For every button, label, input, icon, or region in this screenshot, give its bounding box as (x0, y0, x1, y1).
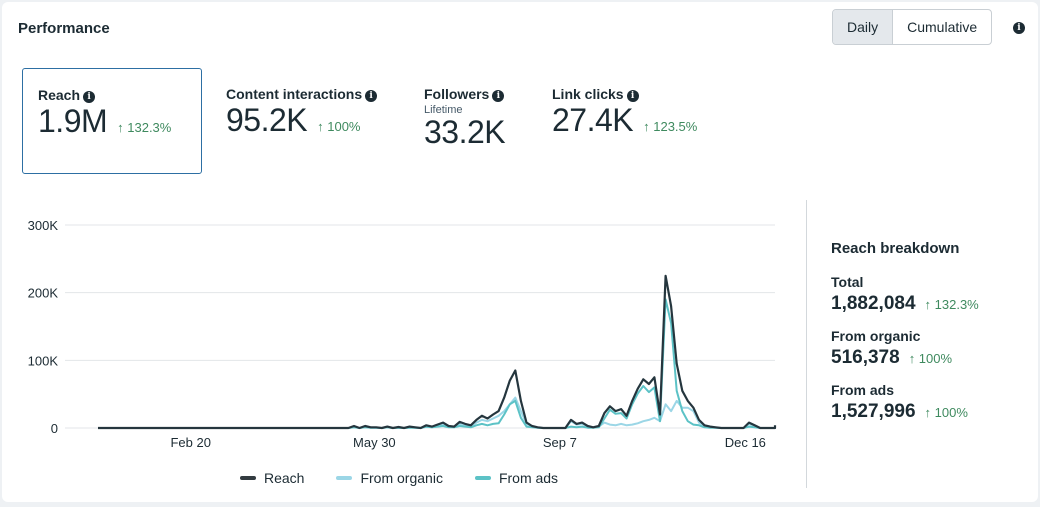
metric-label: Link clicks (552, 86, 624, 102)
metric-label: Followers (424, 86, 490, 102)
info-icon[interactable]: i (1013, 22, 1025, 34)
legend-swatch (240, 476, 256, 480)
metric-sublabel: Lifetime (424, 104, 463, 116)
chart-grid (65, 224, 775, 429)
breakdown-change: ↑ 132.3% (924, 297, 979, 312)
legend-label: From organic (360, 470, 443, 486)
y-tick-label: 300K (28, 218, 59, 233)
metric-change: ↑ 132.3% (117, 120, 172, 135)
legend-swatch (336, 476, 353, 480)
daily-toggle-button[interactable]: Daily (833, 10, 894, 44)
y-tick-label: 100K (28, 353, 59, 368)
reach-breakdown: Reach breakdown Total 1,882,084 ↑ 132.3% … (831, 240, 979, 436)
metric-value: 27.4K (552, 102, 634, 138)
metric-label: Reach (38, 87, 81, 103)
breakdown-total: Total 1,882,084 ↑ 132.3% (831, 274, 979, 315)
metric-value: 1.9M (38, 103, 108, 139)
page-title: Performance (18, 20, 110, 37)
legend-item-ads[interactable]: From ads (474, 470, 559, 486)
y-tick-label: 0 (51, 421, 58, 436)
cumulative-toggle-button[interactable]: Cumulative (907, 19, 978, 35)
metric-change: ↑ 123.5% (643, 119, 698, 134)
legend-item-organic[interactable]: From organic (336, 470, 443, 486)
x-axis: Feb 20 May 30 Sep 7 Dec 16 (170, 435, 765, 450)
metric-value: 95.2K (226, 102, 308, 138)
metric-card-content-interactions[interactable]: Content interactions i 95.2K ↑ 100% (211, 68, 396, 174)
metric-card-reach[interactable]: Reach i 1.9M ↑ 132.3% (22, 68, 202, 174)
breakdown-value: 1,527,996 (831, 401, 916, 422)
breakdown-title: Reach breakdown (831, 240, 960, 257)
breakdown-ads: From ads 1,527,996 ↑ 100% (831, 382, 979, 423)
legend-label: Reach (264, 470, 305, 486)
y-tick-label: 200K (28, 286, 59, 301)
metric-label: Content interactions (226, 86, 363, 102)
breakdown-label: From ads (831, 382, 895, 398)
metric-change: ↑ 100% (317, 119, 361, 134)
chart-series (98, 274, 777, 430)
series-line-reach (98, 274, 777, 430)
breakdown-value: 516,378 (831, 347, 900, 368)
chart-legend: Reach From organic From ads (240, 470, 558, 486)
metric-card-link-clicks[interactable]: Link clicks i 27.4K ↑ 123.5% (537, 68, 727, 174)
info-icon[interactable]: i (365, 90, 378, 102)
legend-label: From ads (498, 470, 559, 486)
info-icon[interactable]: i (626, 90, 639, 102)
x-tick-label: May 30 (353, 435, 396, 450)
breakdown-change: ↑ 100% (924, 405, 968, 420)
legend-swatch (474, 476, 491, 480)
breakdown-value: 1,882,084 (831, 293, 916, 314)
info-icon[interactable]: i (492, 90, 505, 102)
breakdown-label: Total (831, 274, 864, 290)
x-tick-label: Feb 20 (170, 435, 210, 450)
breakdown-label: From organic (831, 328, 921, 344)
x-tick-label: Sep 7 (543, 435, 577, 450)
divider (806, 200, 807, 488)
series-line-organic (98, 396, 776, 429)
metric-card-followers[interactable]: Followers i Lifetime 33.2K (409, 68, 529, 174)
y-axis: 0 100K 200K 300K (28, 218, 59, 436)
x-tick-label: Dec 16 (725, 435, 766, 450)
breakdown-change: ↑ 100% (908, 351, 953, 366)
view-toggle: Daily Cumulative (832, 9, 993, 45)
reach-line-chart[interactable]: 0 100K 200K 300K Feb 20 May 30 Sep 7 Dec 16 (0, 200, 800, 460)
legend-item-reach[interactable]: Reach (240, 470, 304, 486)
metric-value: 33.2K (424, 114, 506, 150)
info-icon[interactable]: i (83, 91, 96, 103)
breakdown-organic: From organic 516,378 ↑ 100% (831, 328, 979, 369)
